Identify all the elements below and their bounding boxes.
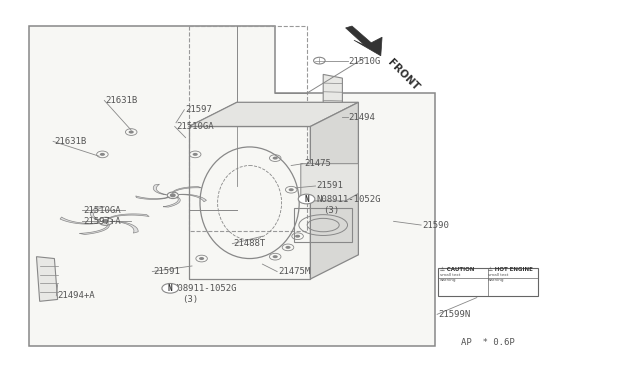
Polygon shape bbox=[301, 164, 358, 201]
Bar bbox=[189, 26, 307, 231]
Polygon shape bbox=[136, 196, 170, 199]
Circle shape bbox=[100, 153, 105, 156]
Text: ⚠ CAUTION: ⚠ CAUTION bbox=[440, 267, 475, 272]
Text: 21510G: 21510G bbox=[349, 57, 381, 66]
Polygon shape bbox=[179, 194, 207, 202]
Polygon shape bbox=[29, 26, 435, 346]
Polygon shape bbox=[79, 224, 109, 234]
Text: 21510GA: 21510GA bbox=[176, 122, 214, 131]
Text: 21475: 21475 bbox=[304, 159, 331, 168]
Polygon shape bbox=[60, 217, 99, 224]
Circle shape bbox=[289, 188, 294, 191]
Circle shape bbox=[162, 283, 179, 293]
Circle shape bbox=[273, 255, 278, 258]
Bar bbox=[189, 126, 310, 279]
Circle shape bbox=[103, 220, 108, 223]
Text: ⚠ HOT ENGINE: ⚠ HOT ENGINE bbox=[488, 267, 533, 272]
Text: 21475M: 21475M bbox=[278, 267, 310, 276]
Polygon shape bbox=[114, 221, 138, 233]
Polygon shape bbox=[323, 74, 342, 130]
Text: 21599N: 21599N bbox=[438, 310, 470, 319]
Text: N08911-1052G: N08911-1052G bbox=[173, 284, 237, 293]
Polygon shape bbox=[153, 184, 166, 195]
Text: 21591: 21591 bbox=[154, 267, 180, 276]
Text: 21631B: 21631B bbox=[106, 96, 138, 105]
Text: 21597+A: 21597+A bbox=[83, 217, 121, 226]
Circle shape bbox=[285, 246, 291, 249]
Polygon shape bbox=[346, 26, 382, 56]
Polygon shape bbox=[172, 187, 202, 193]
Circle shape bbox=[171, 194, 175, 196]
Bar bbox=[438, 268, 538, 296]
Text: FRONT: FRONT bbox=[386, 58, 421, 93]
Polygon shape bbox=[90, 206, 105, 220]
Text: N: N bbox=[304, 195, 309, 203]
Text: AP  * 0.6P: AP * 0.6P bbox=[461, 338, 515, 347]
Text: 21494: 21494 bbox=[349, 113, 376, 122]
Polygon shape bbox=[310, 102, 358, 279]
Circle shape bbox=[129, 131, 134, 134]
Circle shape bbox=[298, 194, 315, 204]
Polygon shape bbox=[108, 214, 149, 219]
Text: 21488T: 21488T bbox=[234, 239, 266, 248]
Text: 21494+A: 21494+A bbox=[58, 291, 95, 300]
Text: N08911-1052G: N08911-1052G bbox=[317, 195, 381, 203]
Circle shape bbox=[193, 153, 198, 156]
Text: N: N bbox=[168, 284, 173, 293]
Text: small text
warning: small text warning bbox=[488, 273, 509, 282]
Polygon shape bbox=[36, 257, 58, 301]
Bar bbox=[294, 208, 352, 242]
Text: 21597: 21597 bbox=[186, 105, 212, 114]
Polygon shape bbox=[163, 197, 180, 207]
Text: 21631B: 21631B bbox=[54, 137, 86, 146]
Polygon shape bbox=[189, 102, 358, 126]
Circle shape bbox=[295, 235, 300, 238]
Circle shape bbox=[199, 257, 204, 260]
Text: 21510GA: 21510GA bbox=[83, 206, 121, 215]
Text: small text
warning: small text warning bbox=[440, 273, 461, 282]
Text: (3): (3) bbox=[182, 295, 198, 304]
Text: (3): (3) bbox=[323, 206, 339, 215]
Text: 21590: 21590 bbox=[422, 221, 449, 230]
Circle shape bbox=[273, 157, 278, 160]
Text: 21591: 21591 bbox=[317, 182, 344, 190]
